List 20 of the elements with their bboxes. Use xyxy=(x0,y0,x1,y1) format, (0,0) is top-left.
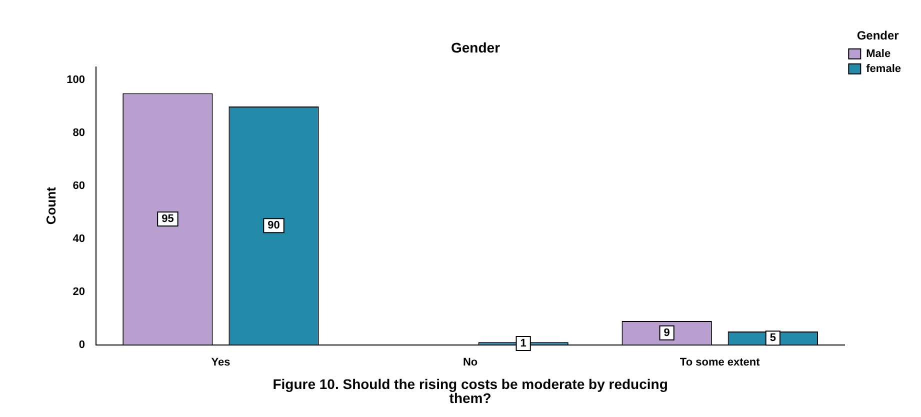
x-tick-label: To some extent xyxy=(680,356,760,368)
data-label: 9 xyxy=(664,326,670,339)
y-tick-label: 100 xyxy=(66,74,85,86)
legend-label: female xyxy=(866,62,902,75)
data-label: 5 xyxy=(770,332,776,344)
y-tick-label: 0 xyxy=(78,338,85,351)
legend-label: Male xyxy=(866,48,891,60)
caption: Figure 10. Should the rising costs be moderate by reducing them? xyxy=(272,376,668,406)
x-tick-label: Yes xyxy=(211,356,230,368)
chart-title: Gender xyxy=(450,39,501,56)
y-tick-label: 60 xyxy=(72,180,85,192)
data-label: 95 xyxy=(162,213,174,226)
y-tick-label: 40 xyxy=(72,232,85,245)
y-tick-label: 80 xyxy=(72,127,85,140)
x-tick-label: No xyxy=(462,356,478,368)
y-tick-label: 20 xyxy=(72,286,85,298)
y-axis-title: Count xyxy=(43,186,58,225)
data-label: 90 xyxy=(268,220,280,232)
legend-title: Gender xyxy=(856,28,900,42)
data-label: 1 xyxy=(520,338,526,350)
